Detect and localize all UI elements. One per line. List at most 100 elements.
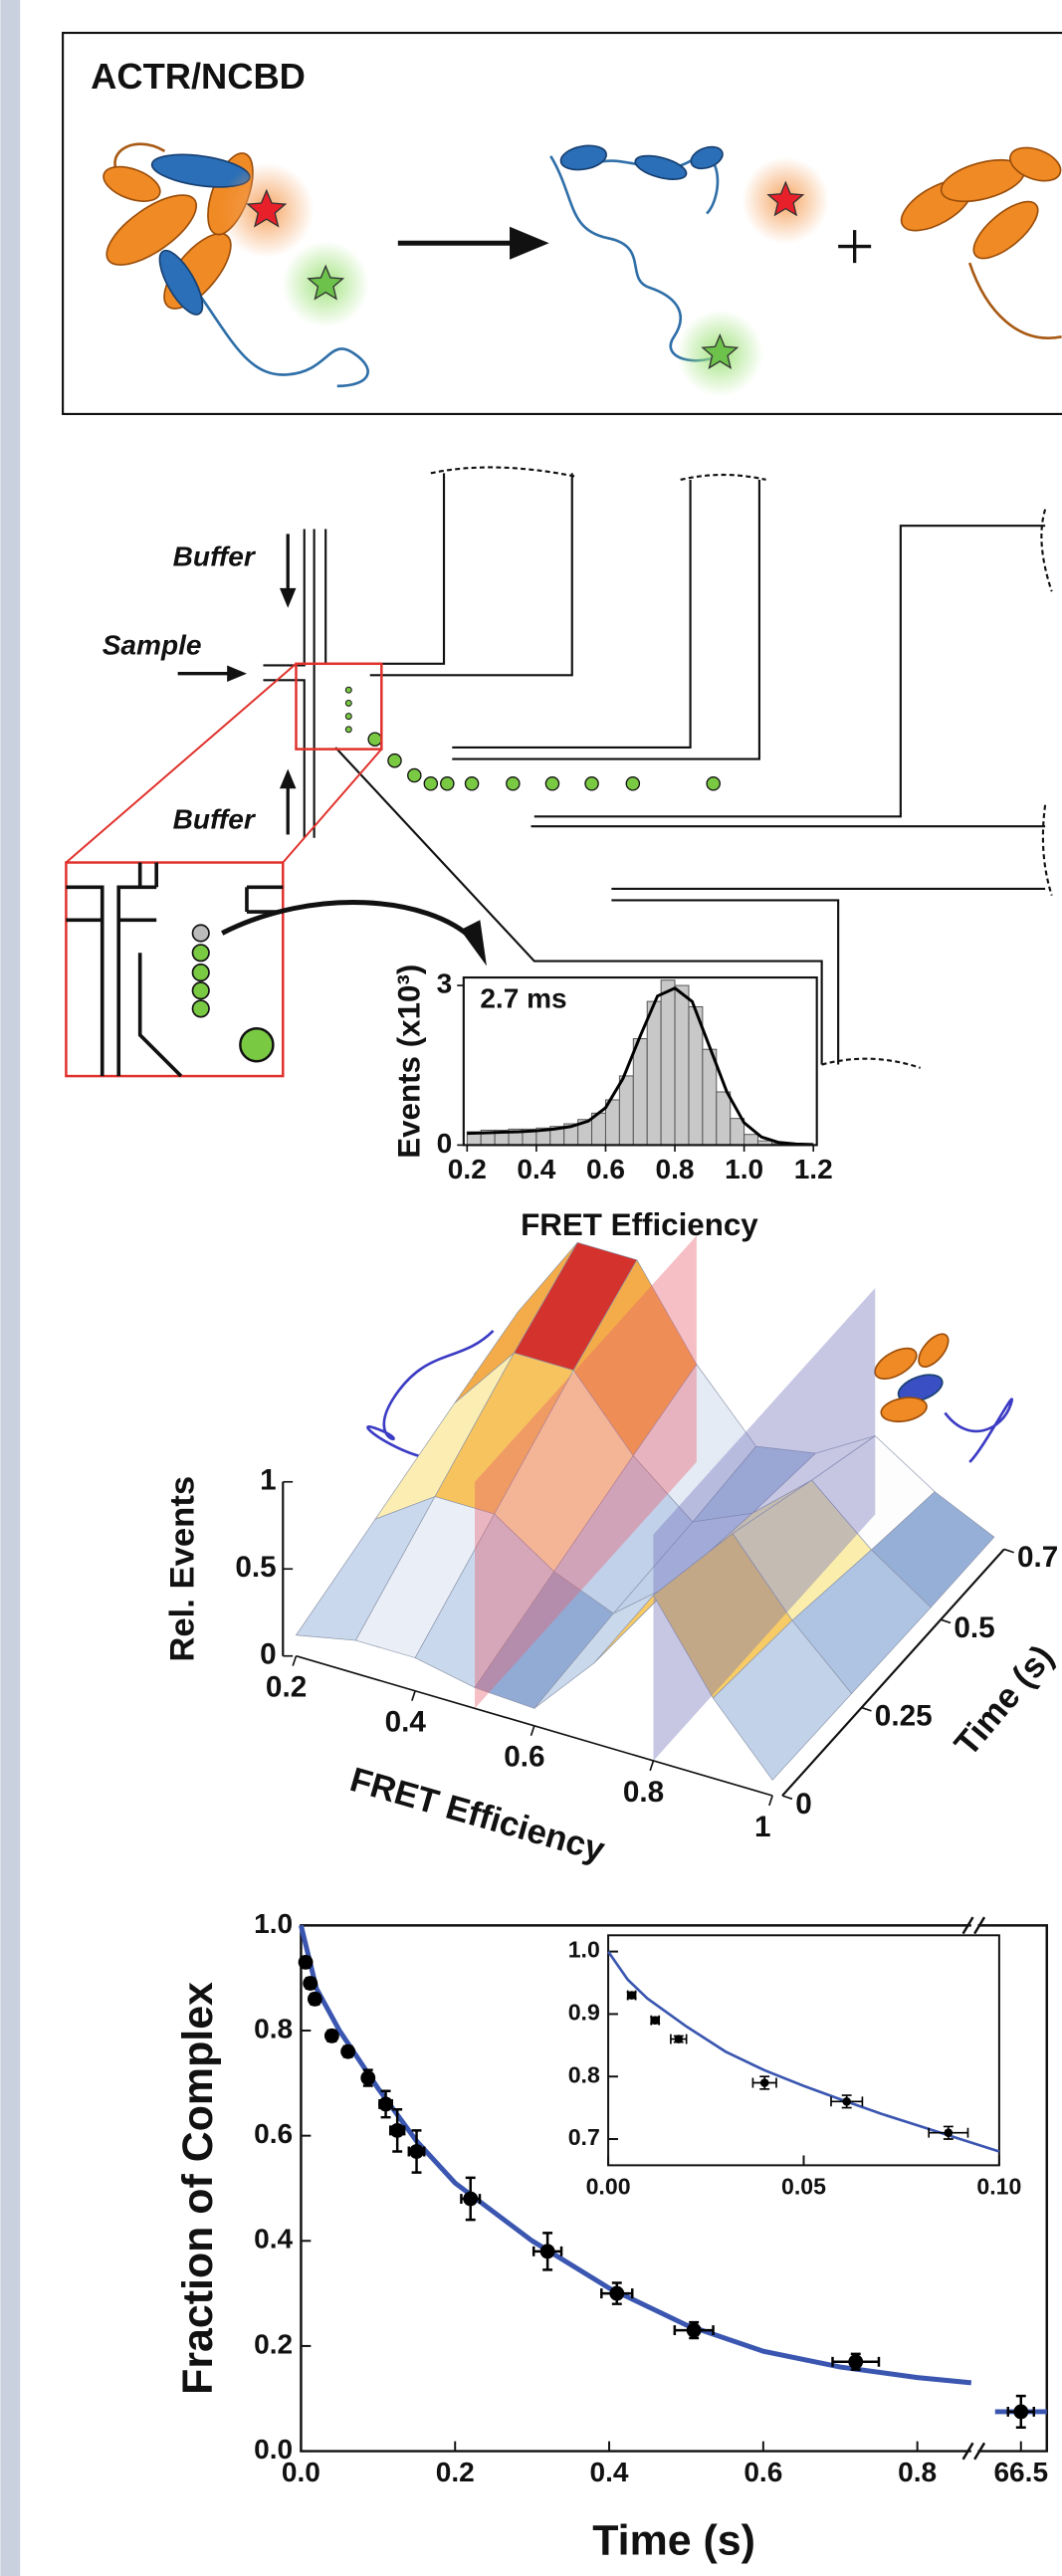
droplet <box>192 925 209 942</box>
x-tick-label: 0.2 <box>266 1671 307 1704</box>
y-tick-label: 0 <box>795 1788 812 1821</box>
channel-wall <box>325 473 444 663</box>
x-tick-label: 0.10 <box>976 2174 1021 2200</box>
z-tick-label: 0 <box>260 1638 277 1671</box>
histogram-bar <box>633 1039 647 1146</box>
data-point <box>848 2354 863 2369</box>
droplet <box>465 777 478 790</box>
side-strip <box>0 0 20 2576</box>
device-label: Buffer <box>173 804 257 835</box>
data-point <box>609 2286 624 2301</box>
x-tick-label: 1.2 <box>794 1154 833 1184</box>
arrow-head <box>280 768 297 788</box>
histogram-bar <box>689 1006 703 1145</box>
data-point <box>324 2029 339 2043</box>
channel-wall <box>263 680 304 837</box>
channel-cut <box>431 467 575 476</box>
data-point <box>378 2097 393 2112</box>
arrow-head <box>280 588 297 608</box>
y-tick-label: 0.0 <box>254 2434 293 2465</box>
y-tick <box>862 1708 872 1711</box>
histogram-bar <box>744 1135 758 1146</box>
x-tick-label: 0.00 <box>586 2174 631 2200</box>
x-tick-label: 0.6 <box>586 1154 625 1184</box>
droplet <box>424 777 437 790</box>
data-point <box>760 2078 769 2087</box>
histogram-bar <box>661 980 675 1146</box>
coil <box>945 1399 1011 1462</box>
z-axis-label: Rel. Events <box>163 1476 201 1662</box>
data-point <box>308 1992 322 2007</box>
z-tick-label: 0.5 <box>235 1551 276 1584</box>
y-tick-label: 3 <box>437 967 453 998</box>
droplet <box>345 714 351 720</box>
x-tick <box>293 1656 296 1666</box>
helix <box>633 151 689 184</box>
coil <box>969 263 1061 338</box>
page-body: {"panel_a":{"label":"ACTR/NCBD"}, "devic… <box>0 0 1062 2576</box>
plus-sign <box>838 230 871 263</box>
x-tick-label: 0.2 <box>436 2457 475 2487</box>
data-point <box>299 1955 314 1970</box>
droplet <box>192 965 209 981</box>
x-tick-label: 0.4 <box>517 1154 555 1184</box>
data-point <box>540 2244 555 2258</box>
droplet <box>345 687 351 693</box>
data-point <box>409 2144 424 2159</box>
device-label: Sample <box>103 630 202 661</box>
arrow-head <box>510 227 549 260</box>
helix <box>914 1329 955 1372</box>
y-tick-label: 0 <box>437 1128 453 1159</box>
x-tick <box>412 1691 415 1701</box>
droplet <box>388 754 401 767</box>
z-tick-label: 1 <box>260 1464 277 1497</box>
histogram-bar <box>731 1119 744 1146</box>
helix <box>688 142 726 172</box>
histogram-bar <box>647 1001 661 1145</box>
x-tick-label: 0.4 <box>590 2457 629 2487</box>
y-tick-label: 0.7 <box>568 2124 600 2150</box>
arrow-head <box>461 920 487 966</box>
channel-cut <box>1043 805 1052 896</box>
helix <box>965 192 1047 268</box>
histogram-bar <box>619 1076 633 1145</box>
x-tick-label: 0.4 <box>385 1706 427 1739</box>
arrow-head <box>227 665 247 682</box>
panel-label: ACTR/NCBD <box>91 56 306 97</box>
channel-wall <box>452 480 759 759</box>
y-tick-label: 0.8 <box>254 2013 293 2043</box>
helix <box>879 1395 929 1425</box>
x-tick-label: 0.8 <box>898 2457 937 2487</box>
x-axis-label: FRET Efficiency <box>521 1207 758 1242</box>
x-tick-label: 1.0 <box>725 1154 763 1184</box>
data-point <box>303 1976 318 1991</box>
data-point <box>463 2192 478 2207</box>
y-tick <box>941 1619 951 1622</box>
x-tick-label: 1 <box>754 1811 771 1843</box>
x-axis-label: FRET Efficiency <box>345 1761 609 1869</box>
y-tick <box>1004 1549 1014 1552</box>
data-point <box>945 2128 954 2137</box>
annotation: 2.7 ms <box>480 983 566 1014</box>
droplet <box>192 945 209 962</box>
channel-cut <box>681 475 766 480</box>
droplet <box>507 777 520 790</box>
page: html,body{margin:0;padding:0;background:… <box>0 0 1062 2576</box>
histogram-bar <box>675 985 689 1145</box>
droplet <box>626 777 639 790</box>
x-tick <box>650 1761 653 1771</box>
data-point <box>842 2097 851 2106</box>
y-tick-label: 1.0 <box>568 1937 600 1963</box>
data-point <box>651 2016 660 2025</box>
droplet <box>585 777 598 790</box>
y-tick-label: 0.7 <box>1017 1541 1058 1574</box>
x-tick <box>769 1796 772 1806</box>
x-tick <box>531 1726 534 1736</box>
droplet <box>368 733 381 746</box>
x-tick-label: 0.05 <box>781 2174 826 2200</box>
y-axis-label: Events (x10³) <box>391 965 426 1159</box>
y-tick-label: 0.5 <box>954 1611 994 1644</box>
histogram-bar <box>703 1049 717 1145</box>
droplet <box>408 768 421 781</box>
x-tick-label: 0.6 <box>743 2457 782 2487</box>
